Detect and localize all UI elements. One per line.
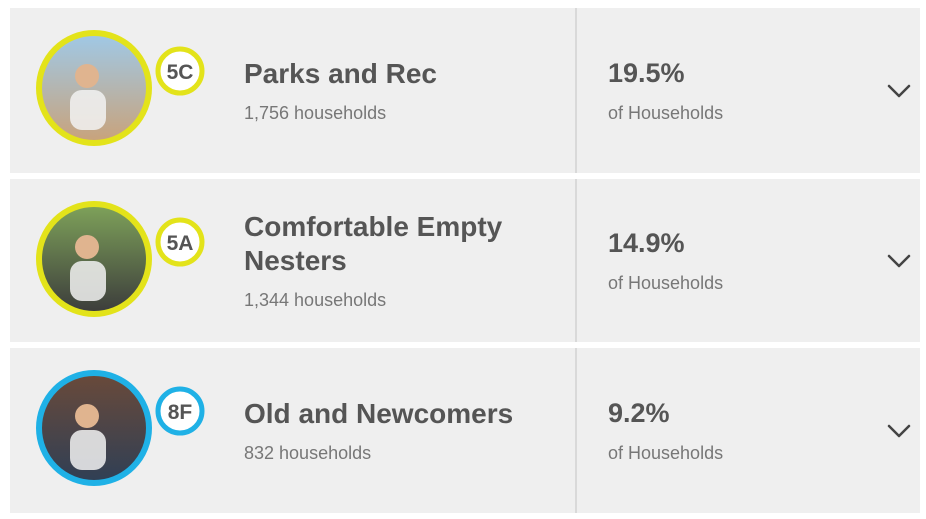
segment-info: Parks and Rec 1,756 households [244,8,564,173]
photo [36,30,152,146]
segment-list: 5C Parks and Rec 1,756 households 19.5% of H… [10,8,920,519]
column-divider [575,179,577,342]
percent: 19.5% [608,58,685,88]
segment-info: Old and Newcomers 832 households [244,348,564,513]
chevron-line [887,254,911,267]
person-head [75,404,99,428]
segment-name: Old and Newcomers [244,398,514,429]
column-divider [575,348,577,513]
percent: 14.9% [608,228,685,258]
person-body [70,430,106,470]
household-count: 1,756 households [244,103,387,123]
photo [36,201,152,317]
percent: 9.2% [608,398,670,428]
badge-code: 5C [167,61,194,84]
avatar: 5C [36,30,205,146]
household-count: 832 households [244,443,372,463]
expand-chevron[interactable] [886,421,912,441]
percent-box: 9.2% of Households [608,348,723,513]
avatar: 5A [36,201,205,317]
column-divider [575,8,577,173]
expand-chevron[interactable] [886,81,912,101]
percent-box: 14.9% of Households [608,179,723,342]
chevron-line [887,424,911,437]
chevron-line [887,84,911,97]
badge-code: 5A [167,232,194,255]
percent-label: of Households [608,273,724,293]
expand-chevron[interactable] [886,251,912,271]
person-body [70,90,106,130]
person-head [75,235,99,259]
segment-row: 5C Parks and Rec 1,756 households 19.5% of H… [10,8,920,173]
badge [155,217,205,267]
badge [155,386,205,436]
badge-code: 8F [168,401,193,424]
segment-row: 8F Old and Newcomers 832 households 9.2% of … [10,348,920,513]
percent-label: of Households [608,103,724,123]
percent-label: of Households [608,443,724,463]
segment-name: Comfortable Empty Nesters [244,211,503,276]
percent-box: 19.5% of Households [608,8,723,173]
household-count: 1,344 households [244,290,387,310]
segment-info: Comfortable Empty Nesters 1,344 household… [244,179,564,342]
person-head [75,64,99,88]
segment-name: Parks and Rec [244,58,437,89]
avatar: 8F [36,370,205,486]
segment-row: 5A Comfortable Empty Nesters 1,344 househo… [10,179,920,342]
photo [36,370,152,486]
person-body [70,261,106,301]
badge [155,46,205,96]
